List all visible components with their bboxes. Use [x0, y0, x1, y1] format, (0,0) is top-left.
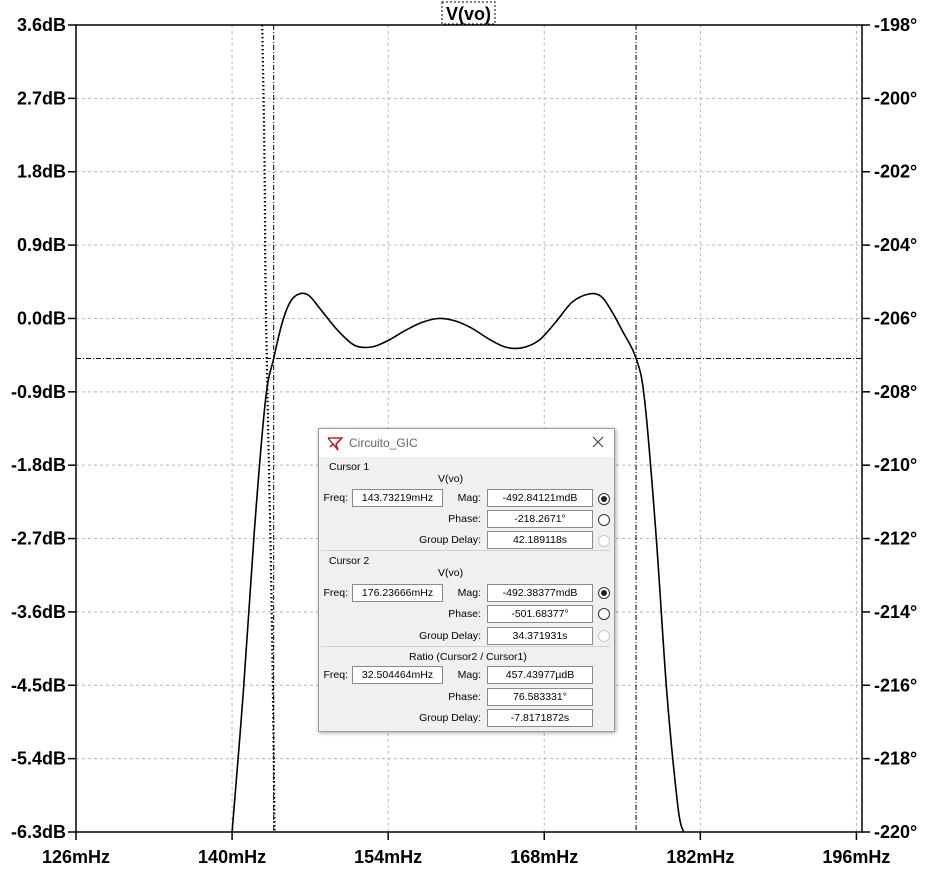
y-tick-label: -0.9dB	[11, 382, 66, 402]
cursor2-gd-radio	[598, 630, 610, 642]
y-tick-label: 1.8dB	[17, 162, 66, 182]
ratio-freq-label: Freq:	[323, 669, 348, 681]
y2-tick-label: -198°	[874, 15, 917, 35]
y-tick-label: 0.0dB	[17, 308, 66, 328]
cursor1-phase-radio[interactable]	[598, 514, 610, 526]
y2-tick-label: -220°	[874, 822, 917, 842]
cursor2-group: Cursor 2 V(vo) Freq: 176.23666mHz Mag: -…	[321, 550, 610, 646]
cursor1-gd-label: Group Delay:	[419, 534, 481, 546]
y2-tick-label: -206°	[874, 308, 917, 328]
trace-title[interactable]: V(vo)	[441, 1, 496, 25]
ratio-phase-field[interactable]: 76.583331°	[487, 688, 593, 706]
magnitude-trace-line	[231, 292, 685, 833]
cursor2-gd-field[interactable]: 34.371931s	[487, 627, 593, 645]
x-tick-label: 182mHz	[666, 847, 734, 867]
ltspice-logo-icon	[327, 437, 343, 451]
phase-trace-line	[261, 24, 276, 833]
cursor1-signal: V(vo)	[438, 473, 464, 485]
close-icon[interactable]	[590, 434, 606, 450]
ratio-title: Ratio (Cursor2 / Cursor1)	[409, 651, 527, 663]
series	[231, 24, 685, 833]
dialog-titlebar[interactable]: Circuito_GIC	[319, 429, 614, 457]
trace-title-label: V(vo)	[446, 4, 491, 24]
y-tick-label: 0.9dB	[17, 235, 66, 255]
ratio-mag-label: Mag:	[457, 669, 481, 681]
y-tick-label: -3.6dB	[11, 602, 66, 622]
y-tick-label: -6.3dB	[11, 822, 66, 842]
cursor2-signal: V(vo)	[438, 567, 464, 579]
cursor-dialog[interactable]: Circuito_GIC Cursor 1 V(vo) Freq: 143.73…	[318, 428, 615, 732]
y2-tick-label: -214°	[874, 602, 917, 622]
y-tick-label: 3.6dB	[17, 15, 66, 35]
ratio-phase-label: Phase:	[448, 691, 481, 703]
x-tick-label: 168mHz	[510, 847, 578, 867]
ratio-mag-field[interactable]: 457.43977µdB	[487, 666, 593, 684]
cursor2-phase-label: Phase:	[448, 608, 481, 620]
y-tick-label: -1.8dB	[11, 455, 66, 475]
y2-tick-label: -204°	[874, 235, 917, 255]
cursor1-title: Cursor 1	[329, 461, 370, 473]
x-tick-label: 154mHz	[354, 847, 422, 867]
cursor2-title: Cursor 2	[329, 555, 370, 567]
cursor1-freq-label: Freq:	[323, 492, 348, 504]
dialog-title: Circuito_GIC	[349, 436, 418, 450]
axes	[68, 24, 870, 840]
y-tick-label: -2.7dB	[11, 529, 66, 549]
ratio-gd-field[interactable]: -7.8171872s	[487, 709, 593, 727]
y-tick-label: -4.5dB	[11, 675, 66, 695]
x-tick-label: 140mHz	[198, 847, 266, 867]
plot-frame	[75, 24, 863, 833]
cursor2-phase-radio[interactable]	[598, 608, 610, 620]
x-tick-label: 196mHz	[822, 847, 890, 867]
cursor1-mag-field[interactable]: -492.84121mdB	[487, 489, 593, 507]
y2-tick-label: -218°	[874, 749, 917, 769]
y-tick-label: -5.4dB	[11, 749, 66, 769]
cursor2-freq-field[interactable]: 176.23666mHz	[352, 584, 443, 602]
cursor1-gd-field[interactable]: 42.189118s	[487, 531, 593, 549]
cursor1-phase-field[interactable]: -218.2671°	[487, 510, 593, 528]
cursor2-freq-label: Freq:	[323, 587, 348, 599]
cursor1-freq-field[interactable]: 143.73219mHz	[352, 489, 443, 507]
y2-tick-label: -202°	[874, 162, 917, 182]
y2-tick-label: -210°	[874, 455, 917, 475]
cursor2-mag-radio[interactable]	[598, 587, 610, 599]
y2-tick-label: -208°	[874, 382, 917, 402]
tick-labels: 3.6dB 2.7dB 1.8dB 0.9dB 0.0dB -0.9dB -1.8dB -2.…	[11, 15, 917, 867]
x-tick-label: 126mHz	[42, 847, 110, 867]
cursor2-mag-field[interactable]: -492.38377mdB	[487, 584, 593, 602]
ratio-freq-field[interactable]: 32.504464mHz	[352, 666, 443, 684]
y2-tick-label: -216°	[874, 675, 917, 695]
cursor2-gd-label: Group Delay:	[419, 630, 481, 642]
y2-tick-label: -200°	[874, 88, 917, 108]
cursor1-mag-radio[interactable]	[598, 493, 610, 505]
cursor2-phase-field[interactable]: -501.68377°	[487, 605, 593, 623]
y-tick-label: 2.7dB	[17, 88, 66, 108]
ratio-group: Ratio (Cursor2 / Cursor1) Freq: 32.50446…	[321, 646, 610, 729]
cursor1-phase-label: Phase:	[448, 513, 481, 525]
y2-tick-label: -212°	[874, 529, 917, 549]
cursor1-gd-radio	[598, 535, 610, 547]
cursor1-group: Cursor 1 V(vo) Freq: 143.73219mHz Mag: -…	[321, 457, 610, 549]
cursor2-mag-label: Mag:	[457, 587, 481, 599]
cursor1-mag-label: Mag:	[457, 492, 481, 504]
ratio-gd-label: Group Delay:	[419, 712, 481, 724]
